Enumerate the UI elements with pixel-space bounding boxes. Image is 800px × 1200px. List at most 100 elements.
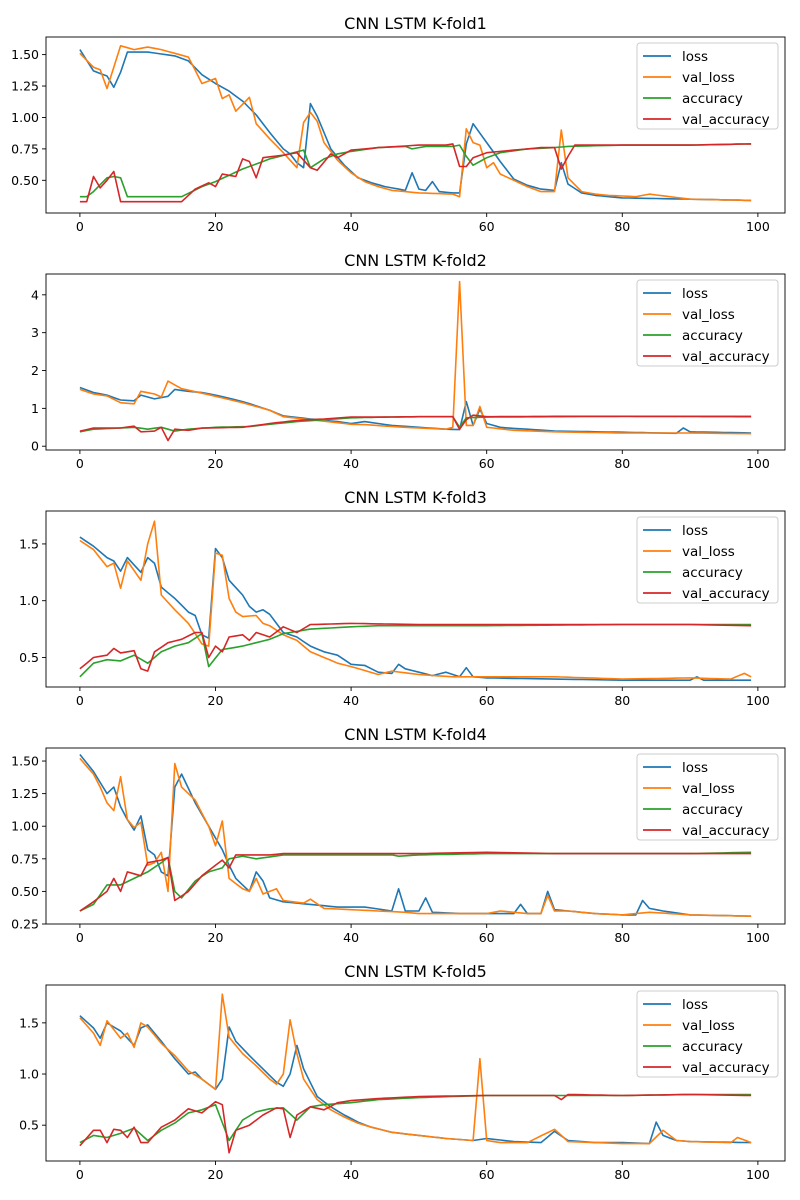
plot-area xyxy=(79,280,752,442)
legend: loss val_loss accuracy val_accuracy xyxy=(636,516,779,604)
y-tick-label: 1.0 xyxy=(19,1067,39,1082)
x-tick-label: 0 xyxy=(76,219,84,234)
series-line-loss xyxy=(79,754,752,917)
legend-label-val_accuracy: val_accuracy xyxy=(682,112,770,128)
legend: loss val_loss accuracy val_accuracy xyxy=(636,990,779,1078)
legend-label-accuracy: accuracy xyxy=(682,91,743,107)
x-tick-label: 60 xyxy=(479,219,495,234)
y-tick-label: 0.50 xyxy=(11,173,39,188)
axes-frame xyxy=(45,36,786,214)
y-tick-label: 4 xyxy=(31,287,39,302)
y-tick-label: 2 xyxy=(31,363,39,378)
y-tick-label: 1.5 xyxy=(19,1015,39,1030)
chart-panel-4: CNN LSTM K-fold4 0 20 40 60 80 100 0.25 0.50 0.75… xyxy=(11,725,786,945)
x-tick-label: 40 xyxy=(343,1167,359,1182)
legend-box xyxy=(636,990,779,1078)
y-tick-label: 0 xyxy=(31,439,39,454)
x-tick-label: 100 xyxy=(746,219,770,234)
x-tick-label: 80 xyxy=(614,456,630,471)
x-tick-label: 0 xyxy=(76,456,84,471)
x-tick-label: 40 xyxy=(343,219,359,234)
x-tick-label: 100 xyxy=(746,693,770,708)
x-tick-label: 40 xyxy=(343,456,359,471)
legend-label-val_loss: val_loss xyxy=(682,307,735,323)
x-tick-label: 100 xyxy=(746,930,770,945)
series-line-val_loss xyxy=(79,757,752,917)
legend-box xyxy=(636,279,779,367)
chart-panel-3: CNN LSTM K-fold3 0 20 40 60 80 100 0.5 1.0 1.5 los… xyxy=(19,488,786,708)
x-tick-label: 0 xyxy=(76,930,84,945)
plot-area xyxy=(79,520,752,681)
legend-label-accuracy: accuracy xyxy=(682,328,743,344)
x-tick-label: 80 xyxy=(614,930,630,945)
series-line-val_accuracy xyxy=(79,622,752,672)
y-tick-label: 3 xyxy=(31,325,39,340)
legend-label-accuracy: accuracy xyxy=(682,1039,743,1055)
series-line-val_accuracy xyxy=(79,414,752,442)
legend-label-accuracy: accuracy xyxy=(682,802,743,818)
legend: loss val_loss accuracy val_accuracy xyxy=(636,753,779,841)
legend-label-val_accuracy: val_accuracy xyxy=(682,586,770,602)
x-tick-label: 40 xyxy=(343,693,359,708)
x-tick-label: 80 xyxy=(614,219,630,234)
legend: loss val_loss accuracy val_accuracy xyxy=(636,42,779,130)
series-line-val_accuracy xyxy=(79,851,752,912)
y-tick-label: 1.25 xyxy=(11,79,39,94)
chart-title: CNN LSTM K-fold1 xyxy=(344,14,487,33)
plot-area xyxy=(79,754,752,917)
chart-title: CNN LSTM K-fold3 xyxy=(344,488,487,507)
series-line-val_loss xyxy=(79,45,752,202)
legend-box xyxy=(636,753,779,841)
y-tick-label: 1.5 xyxy=(19,536,39,551)
x-tick-label: 20 xyxy=(208,930,224,945)
x-tick-label: 60 xyxy=(479,693,495,708)
y-tick-label: 1.50 xyxy=(11,754,39,769)
y-tick-label: 1.00 xyxy=(11,110,39,125)
series-line-accuracy xyxy=(79,851,752,912)
chart-panel-5: CNN LSTM K-fold5 0 20 40 60 80 100 0.5 1.0 1.5 los… xyxy=(19,962,786,1182)
series-line-loss xyxy=(79,536,752,681)
x-tick-label: 60 xyxy=(479,456,495,471)
series-line-loss xyxy=(79,386,752,435)
y-tick-label: 0.75 xyxy=(11,851,39,866)
legend-label-loss: loss xyxy=(682,523,708,539)
axes-frame xyxy=(45,984,786,1162)
series-line-val_accuracy xyxy=(79,143,752,203)
y-tick-label: 0.25 xyxy=(11,917,39,932)
x-tick-label: 60 xyxy=(479,930,495,945)
legend-label-accuracy: accuracy xyxy=(682,565,743,581)
x-tick-label: 20 xyxy=(208,693,224,708)
legend-label-loss: loss xyxy=(682,286,708,302)
legend-label-val_loss: val_loss xyxy=(682,1018,735,1034)
legend-label-val_accuracy: val_accuracy xyxy=(682,1060,770,1076)
y-tick-label: 0.5 xyxy=(19,650,39,665)
chart-title: CNN LSTM K-fold4 xyxy=(344,725,487,744)
legend-label-val_accuracy: val_accuracy xyxy=(682,349,770,365)
axes-frame xyxy=(45,510,786,688)
legend-box xyxy=(636,516,779,604)
legend: loss val_loss accuracy val_accuracy xyxy=(636,279,779,367)
x-tick-label: 20 xyxy=(208,219,224,234)
y-tick-label: 0.75 xyxy=(11,141,39,156)
legend-label-val_loss: val_loss xyxy=(682,70,735,86)
chart-panel-2: CNN LSTM K-fold2 0 20 40 60 80 100 0 1 2 3 4 loss val… xyxy=(31,251,786,471)
legend-label-val_loss: val_loss xyxy=(682,781,735,797)
y-tick-label: 0.5 xyxy=(19,1118,39,1133)
legend-label-loss: loss xyxy=(682,997,708,1013)
legend-label-val_loss: val_loss xyxy=(682,544,735,560)
y-tick-label: 1.50 xyxy=(11,47,39,62)
y-tick-label: 0.50 xyxy=(11,884,39,899)
legend-label-loss: loss xyxy=(682,760,708,776)
series-line-val_accuracy xyxy=(79,1093,752,1154)
y-tick-label: 1.00 xyxy=(11,819,39,834)
y-tick-label: 1 xyxy=(31,401,39,416)
series-line-accuracy xyxy=(79,143,752,198)
axes-frame xyxy=(45,273,786,451)
chart-title: CNN LSTM K-fold5 xyxy=(344,962,487,981)
x-tick-label: 100 xyxy=(746,1167,770,1182)
chart-panel-1: CNN LSTM K-fold1 0 20 40 60 80 100 0.50 0.75 1.00… xyxy=(11,14,786,234)
x-tick-label: 100 xyxy=(746,456,770,471)
y-tick-label: 1.0 xyxy=(19,593,39,608)
series-line-val_loss xyxy=(79,280,752,435)
